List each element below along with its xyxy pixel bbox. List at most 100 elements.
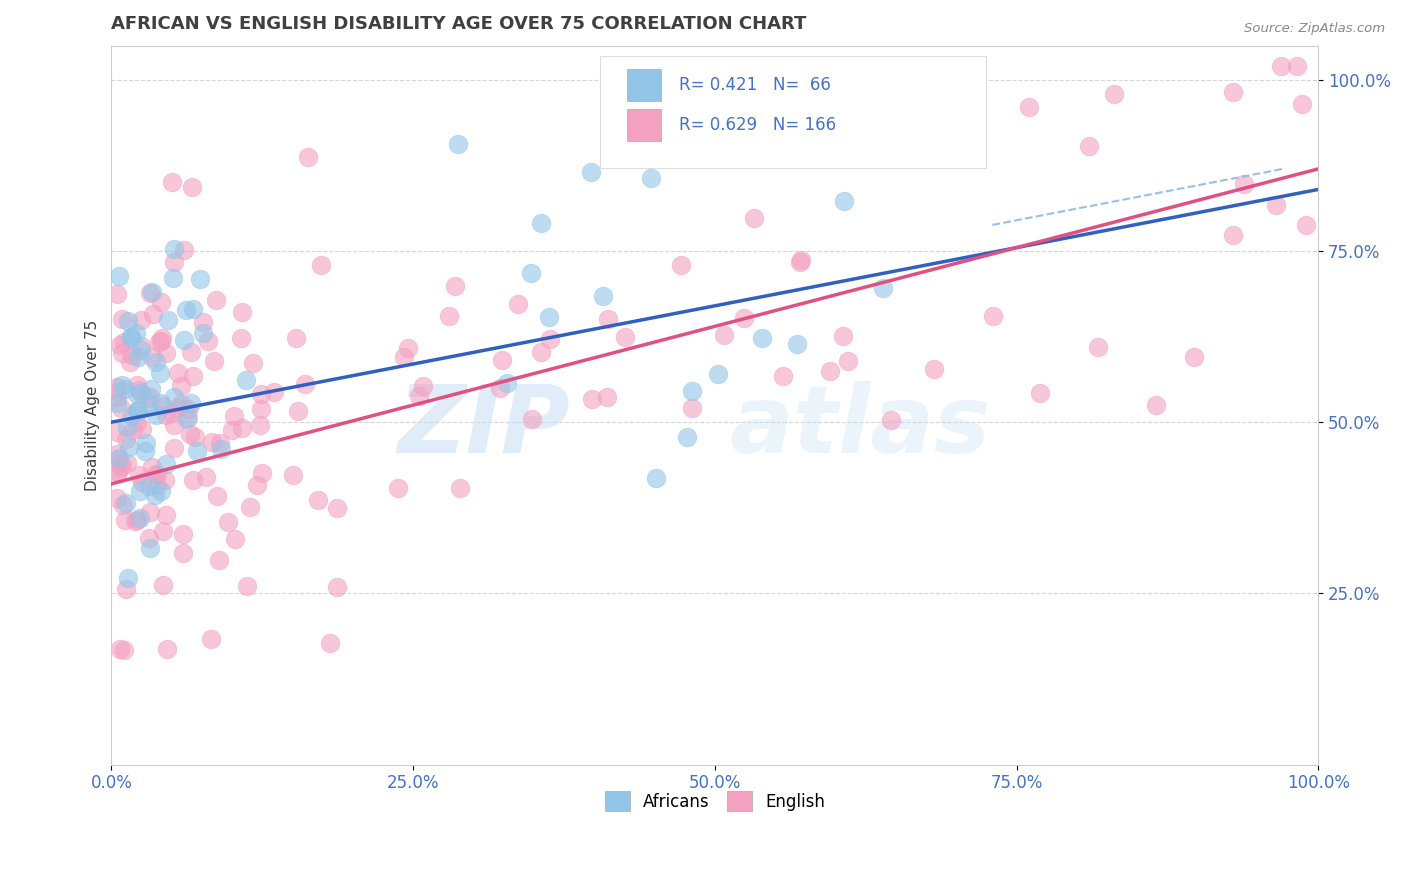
Point xyxy=(128,383,150,397)
Point xyxy=(177,401,200,416)
Point xyxy=(127,416,149,430)
Point xyxy=(530,345,553,359)
Point xyxy=(152,399,174,413)
Text: R= 0.629   N= 166: R= 0.629 N= 166 xyxy=(679,116,835,134)
Point xyxy=(142,306,165,320)
Point xyxy=(832,194,855,209)
Point xyxy=(141,382,163,396)
Point xyxy=(449,481,471,495)
Text: Source: ZipAtlas.com: Source: ZipAtlas.com xyxy=(1244,22,1385,36)
Point xyxy=(107,380,129,394)
Point xyxy=(114,382,136,396)
Point xyxy=(194,469,217,483)
Point xyxy=(287,404,309,418)
Y-axis label: Disability Age Over 75: Disability Age Over 75 xyxy=(86,319,100,491)
Point xyxy=(107,396,129,410)
Point xyxy=(107,390,129,404)
Point xyxy=(183,473,205,487)
Point xyxy=(1144,398,1167,412)
Point xyxy=(155,508,177,522)
Point xyxy=(180,345,202,359)
Point xyxy=(439,309,461,323)
Point xyxy=(284,331,307,345)
Point xyxy=(115,496,138,510)
Point xyxy=(205,489,228,503)
Point xyxy=(127,403,149,417)
Point xyxy=(231,305,253,319)
Point xyxy=(579,164,602,178)
Point xyxy=(118,440,141,454)
Point xyxy=(139,286,162,301)
Point xyxy=(112,643,135,657)
Point xyxy=(596,390,619,404)
Point xyxy=(447,137,470,152)
Text: R= 0.421   N=  66: R= 0.421 N= 66 xyxy=(679,76,831,94)
Point xyxy=(186,443,208,458)
Point xyxy=(167,401,190,416)
Point xyxy=(129,484,152,499)
Point xyxy=(820,364,842,378)
Point xyxy=(120,329,142,343)
Point xyxy=(201,435,224,450)
Point xyxy=(179,427,201,442)
Point xyxy=(801,120,824,134)
Point xyxy=(150,396,173,410)
Point xyxy=(127,386,149,401)
Point xyxy=(1295,218,1317,232)
Point xyxy=(789,255,811,269)
Point xyxy=(115,456,138,470)
Point xyxy=(125,404,148,418)
Point xyxy=(644,471,666,485)
Point xyxy=(107,466,129,480)
Point xyxy=(235,373,257,387)
Point xyxy=(117,314,139,328)
Point xyxy=(163,255,186,269)
Point xyxy=(1087,341,1109,355)
Point xyxy=(150,295,173,310)
Legend: Africans, English: Africans, English xyxy=(599,785,831,817)
Point xyxy=(127,377,149,392)
Point xyxy=(751,331,773,345)
Point xyxy=(115,420,138,434)
Point xyxy=(112,335,135,350)
Point xyxy=(208,553,231,567)
Point xyxy=(491,352,513,367)
Point xyxy=(121,423,143,437)
Point xyxy=(131,422,153,436)
Point xyxy=(146,478,169,492)
Point xyxy=(162,175,184,189)
Text: atlas: atlas xyxy=(730,381,990,473)
Point xyxy=(107,447,129,461)
Point xyxy=(115,432,138,446)
Point xyxy=(1029,385,1052,400)
Point xyxy=(155,346,177,360)
Point xyxy=(392,350,415,364)
Point xyxy=(156,313,179,327)
Point xyxy=(250,402,273,417)
Point xyxy=(742,211,765,226)
Point xyxy=(396,341,419,355)
Point xyxy=(520,267,543,281)
Point xyxy=(249,417,271,432)
Point xyxy=(110,337,132,351)
Text: AFRICAN VS ENGLISH DISABILITY AGE OVER 75 CORRELATION CHART: AFRICAN VS ENGLISH DISABILITY AGE OVER 7… xyxy=(111,15,807,33)
Point xyxy=(173,243,195,257)
Point xyxy=(170,379,193,393)
Point xyxy=(143,488,166,502)
Point xyxy=(180,396,202,410)
Point xyxy=(224,532,246,546)
Point xyxy=(138,541,160,555)
Point xyxy=(772,369,794,384)
Point xyxy=(176,411,198,425)
Point xyxy=(128,468,150,483)
Point xyxy=(681,384,703,399)
Point xyxy=(110,345,132,359)
Point xyxy=(1233,177,1256,191)
Point xyxy=(160,406,183,420)
Point xyxy=(139,390,162,404)
Point xyxy=(163,242,186,256)
Point xyxy=(112,498,135,512)
Point xyxy=(155,409,177,423)
Point xyxy=(907,84,929,98)
Point xyxy=(880,412,903,426)
